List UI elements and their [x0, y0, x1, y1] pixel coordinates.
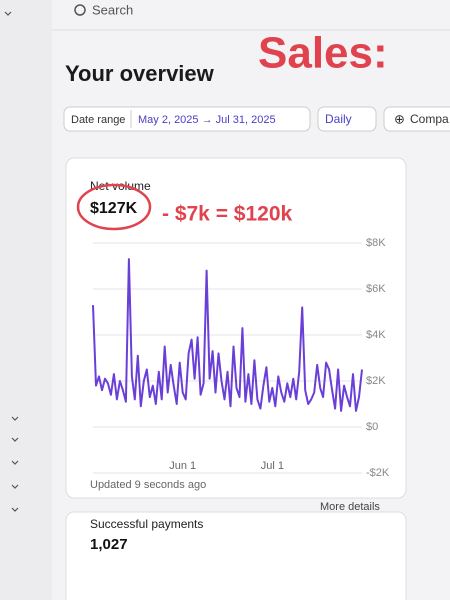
payments-value: 1,027 [90, 536, 128, 553]
search[interactable]: Search [92, 2, 133, 17]
line [92, 258, 363, 412]
payments-card [65, 511, 407, 600]
y-tick-label: $4K [366, 329, 386, 341]
compare: Compa [410, 112, 449, 126]
y-tick-label: $6K [366, 283, 386, 295]
y-tick-label: $0 [366, 421, 378, 433]
sidebar-chevrons [4, 11, 19, 512]
annotation-circle [76, 183, 152, 231]
interval: Daily [325, 112, 352, 126]
chart: $8K $6K $4K $2K $0 -$2K Jun 1 Jul 1 [92, 237, 390, 479]
search-icon [74, 4, 86, 16]
compare-icon: ⊕ [394, 111, 405, 126]
x-tick-label: Jun 1 [169, 460, 196, 472]
annotation-formula: - $7k = $120k [162, 203, 293, 226]
x-tick-label: Jul 1 [261, 460, 284, 472]
sidebar [0, 0, 52, 600]
date-filter[interactable] [63, 106, 311, 132]
annotation-title: Sales: [258, 29, 388, 78]
page-title: Your overview [65, 61, 215, 86]
interval-filter[interactable] [317, 106, 377, 132]
card-value: $127K [90, 200, 138, 217]
updated: Updated 9 seconds ago [90, 479, 206, 491]
compare-button[interactable] [383, 106, 450, 132]
more-details[interactable]: More details [320, 501, 380, 513]
date-range-label: Date range [71, 114, 125, 126]
payments-label: Successful payments [90, 517, 203, 531]
y-tick-label: $2K [366, 375, 386, 387]
y-tick-label: -$2K [366, 467, 390, 479]
date-range: May 2, 2025 → Jul 31, 2025 [138, 114, 276, 126]
y-tick-label: $8K [366, 237, 386, 249]
